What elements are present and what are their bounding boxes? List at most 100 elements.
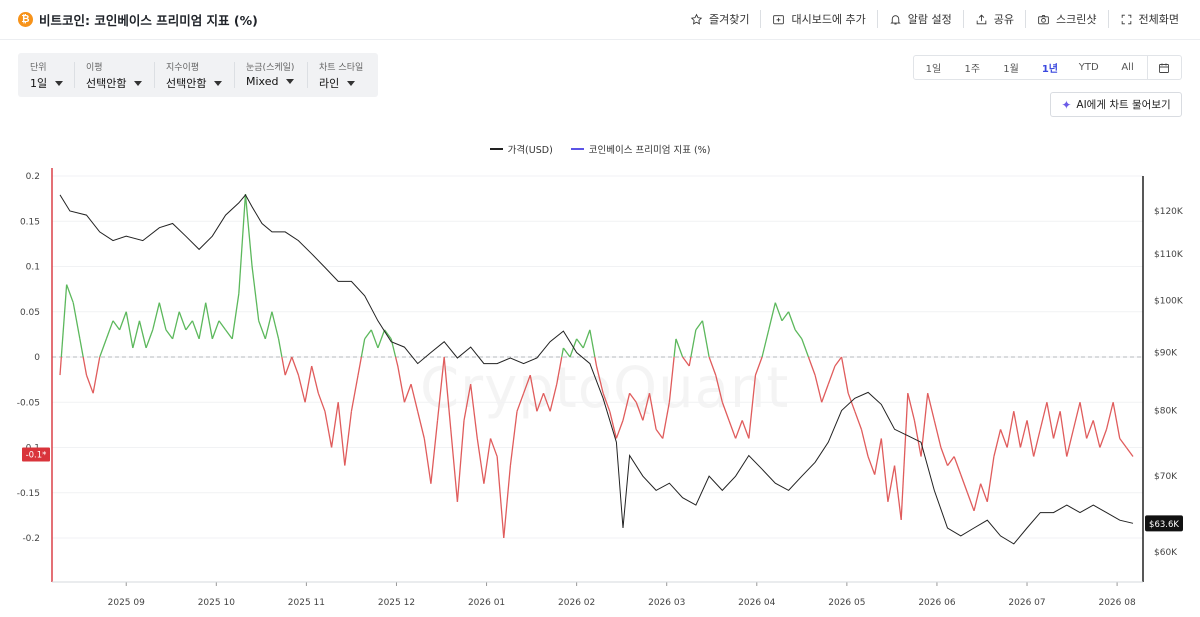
premium-segment: [92, 356, 101, 394]
scale-dropdown[interactable]: 눈금(스케일) Mixed: [234, 53, 307, 97]
screenshot-button[interactable]: 스크린샷: [1025, 10, 1107, 28]
premium-segment: [277, 338, 283, 358]
calendar-button[interactable]: [1146, 56, 1181, 79]
premium-segment: [529, 374, 538, 412]
premium-segment: [595, 365, 604, 394]
header-actions: 즐겨찾기 대시보드에 추가 알람 설정 공유 스크린샷 전체화면: [679, 0, 1190, 38]
premium-segment: [258, 320, 266, 340]
right-tick-label: $70K: [1154, 472, 1178, 482]
premium-segment: [516, 392, 525, 412]
premium-segment: [489, 438, 498, 457]
premium-segment: [1105, 402, 1114, 430]
price-current-badge: [1145, 515, 1183, 532]
watermark: CryptoQuant: [420, 356, 789, 421]
premium-segment: [701, 320, 710, 358]
premium-segment: [635, 402, 644, 421]
x-tick-label: 2026 05: [828, 598, 865, 608]
premium-segment: [423, 438, 432, 484]
premium-segment: [801, 338, 810, 358]
premium-segment: [330, 402, 339, 448]
add-dashboard-label: 대시보드에 추가: [791, 13, 866, 26]
camera-icon: [1038, 14, 1049, 24]
premium-segment: [993, 429, 1002, 457]
premium-segment: [960, 474, 969, 493]
premium-segment: [1019, 420, 1028, 448]
premium-segment: [138, 320, 147, 349]
alarm-button[interactable]: 알람 설정: [876, 10, 963, 28]
premium-segment: [370, 329, 379, 349]
premium-segment: [231, 293, 240, 339]
share-button[interactable]: 공유: [962, 10, 1025, 28]
add-dashboard-button[interactable]: 대시보드에 추가: [760, 10, 876, 28]
premium-segment: [609, 411, 618, 439]
premium-segment: [483, 438, 492, 484]
period-1y[interactable]: 1년: [1041, 64, 1058, 75]
legend-premium[interactable]: 코인베이스 프리미엄 지표 (%): [570, 142, 710, 156]
premium-segment: [690, 329, 697, 358]
premium-segment: [384, 329, 392, 340]
premium-segment: [1072, 402, 1081, 430]
left-tick-label: -0.05: [17, 398, 40, 408]
bitcoin-icon: ₿: [18, 12, 33, 27]
period-1d[interactable]: 1일: [925, 64, 942, 75]
premium-segment: [496, 456, 505, 539]
unit-dropdown[interactable]: 단위 1일: [18, 53, 74, 97]
legend-price-label: 가격(USD): [507, 145, 553, 156]
x-tick-label: 2025 10: [198, 598, 235, 608]
period-1w[interactable]: 1주: [964, 64, 981, 75]
premium-segment: [112, 320, 121, 331]
premium-segment: [1066, 429, 1075, 457]
period-ytd[interactable]: YTD: [1078, 62, 1099, 73]
premium-segment: [907, 393, 916, 421]
premium-segment: [198, 302, 207, 340]
legend-price[interactable]: 가격(USD): [489, 142, 553, 156]
moving-average-dropdown[interactable]: 이평 선택안함: [74, 53, 154, 97]
premium-segment: [394, 356, 399, 367]
premium-segment: [165, 329, 174, 340]
premium-segment: [561, 347, 565, 358]
premium-segment: [1099, 429, 1108, 448]
period-all[interactable]: All: [1121, 62, 1134, 73]
premium-segment: [178, 311, 187, 331]
right-tick-label: $110K: [1154, 250, 1184, 260]
fullscreen-button[interactable]: 전체화면: [1107, 10, 1190, 28]
premium-segment: [556, 356, 563, 385]
premium-current-label: -0.1*: [26, 451, 47, 461]
chart-options-toolbar: 단위 1일 이평 선택안함 지수이평 선택안함 눈금(스케일) Mixed 차트…: [18, 53, 378, 97]
star-icon: [690, 13, 703, 25]
period-1m[interactable]: 1월: [1003, 64, 1019, 75]
premium-segment: [675, 338, 684, 358]
premium-segment: [814, 374, 823, 403]
favorite-button[interactable]: 즐겨찾기: [679, 10, 760, 28]
right-tick-label: $60K: [1154, 548, 1178, 558]
exp-average-dropdown[interactable]: 지수이평 선택안함: [154, 53, 234, 97]
premium-segment: [436, 356, 445, 421]
x-tick-label: 2025 12: [378, 598, 415, 608]
premium-segment: [715, 374, 723, 403]
premium-segment: [787, 311, 796, 331]
ask-ai-button[interactable]: ✦ AI에게 차트 물어보기: [1050, 92, 1182, 117]
premium-segment: [1026, 420, 1035, 457]
share-icon: [976, 14, 987, 24]
top-header: ₿ 비트코인: 코인베이스 프리미엄 지표 (%) 즐겨찾기 대시보드에 추가 …: [0, 0, 1200, 40]
premium-segment: [132, 320, 141, 349]
x-tick-label: 2025 09: [108, 598, 145, 608]
premium-segment: [72, 302, 81, 340]
chart-style-dropdown[interactable]: 차트 스타일 라인: [307, 53, 378, 97]
x-tick-label: 2026 06: [918, 598, 955, 608]
premium-segment: [1112, 402, 1121, 439]
premium-segment: [509, 411, 518, 466]
premium-segment: [860, 429, 869, 457]
premium-segment: [721, 402, 730, 421]
left-tick-label: 0.15: [20, 217, 40, 227]
premium-segment: [668, 356, 675, 403]
premium-segment: [1006, 411, 1015, 448]
period-selector: 1일 1주 1월 1년 YTD All: [913, 55, 1182, 80]
premium-segment: [66, 284, 74, 303]
fullscreen-icon: [1121, 14, 1131, 24]
right-tick-label: $80K: [1154, 406, 1178, 416]
premium-segment: [622, 393, 631, 421]
premium-segment: [185, 320, 193, 331]
premium-segment: [324, 411, 333, 448]
